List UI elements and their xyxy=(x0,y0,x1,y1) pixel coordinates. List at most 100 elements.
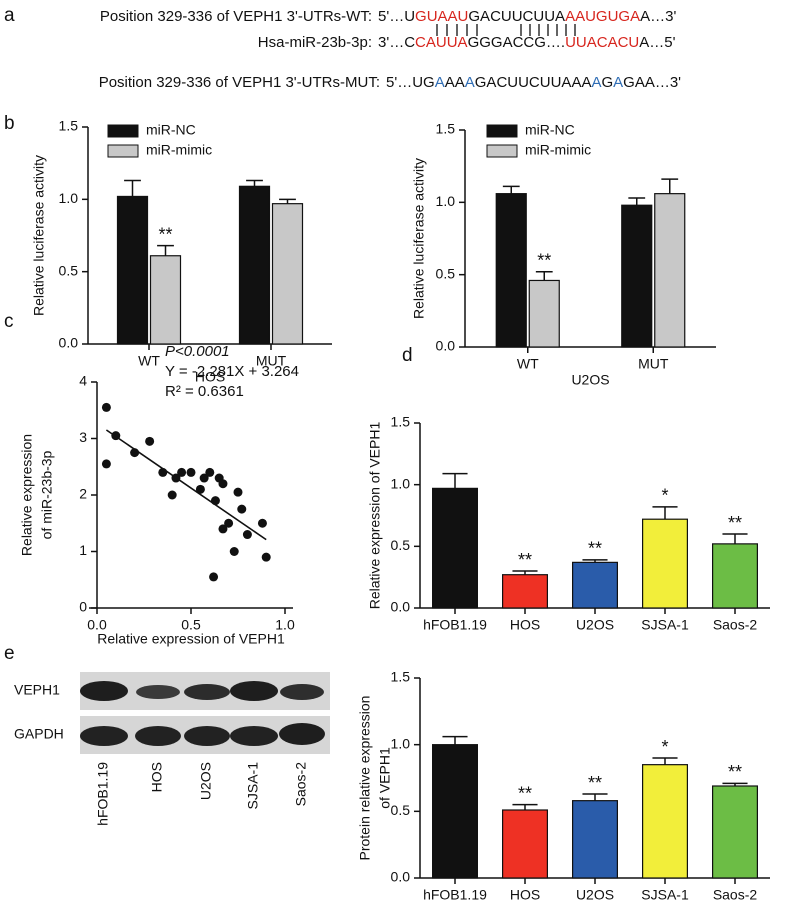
x-axis-label: Relative expression of VEPH1 xyxy=(97,631,285,647)
blot-row-label: GAPDH xyxy=(14,726,64,742)
panel-label: c xyxy=(4,311,14,332)
scatter-point xyxy=(130,448,140,458)
sequence-run: 3'…C xyxy=(378,34,415,51)
blot-lane-label: Saos-2 xyxy=(293,762,309,807)
y-tick-label: 0.5 xyxy=(59,262,79,278)
scatter-point xyxy=(101,459,111,469)
legend-swatch xyxy=(486,144,518,158)
sequence-run: CAUUA xyxy=(415,34,468,51)
scatter-point xyxy=(209,572,219,582)
legend-label: miR-mimic xyxy=(146,142,212,158)
bar xyxy=(116,195,149,345)
scatter-point xyxy=(218,524,228,534)
blot-lane-label: HOS xyxy=(149,762,165,792)
scatter-point xyxy=(218,479,228,489)
sequence-run: GGGACCG…. xyxy=(468,34,566,51)
scatter-point xyxy=(195,484,205,494)
scatter-point xyxy=(177,467,187,477)
bar xyxy=(711,543,758,609)
y-tick-label: 4 xyxy=(79,373,87,389)
scatter-point xyxy=(186,467,196,477)
y-tick-label: 1.5 xyxy=(59,118,79,134)
y-axis-label: Relative luciferase activity xyxy=(31,155,47,316)
y-tick-label: 0.5 xyxy=(436,265,456,281)
legend-label: miR-mimic xyxy=(525,142,591,158)
sequence-run: AA xyxy=(445,74,465,91)
significance-label: ** xyxy=(588,539,602,559)
bar xyxy=(571,561,618,609)
y-tick-label: 0.5 xyxy=(391,537,411,553)
y-axis-label: Protein relative expression xyxy=(357,696,373,861)
blot-lane-label: hFOB1.19 xyxy=(95,762,111,826)
bar xyxy=(149,255,182,345)
bar xyxy=(711,785,758,879)
legend-label: miR-NC xyxy=(146,122,196,138)
x-tick-label: WT xyxy=(517,356,539,372)
x-tick-label: 0.0 xyxy=(87,617,107,633)
sequence-run: A…3' xyxy=(640,8,676,25)
significance-label: ** xyxy=(588,773,602,793)
y-tick-label: 1.0 xyxy=(59,190,79,206)
significance-label: ** xyxy=(728,513,742,533)
significance-label: ** xyxy=(518,783,532,803)
y-tick-label: 0.0 xyxy=(436,338,456,354)
scatter-point xyxy=(145,436,155,446)
sequence-run: G xyxy=(601,74,613,91)
x-tick-label: Saos-2 xyxy=(713,887,758,903)
sequence-run: A xyxy=(591,74,601,91)
x-tick-label: hFOB1.19 xyxy=(423,617,487,633)
western-blot xyxy=(80,672,330,754)
sequence-run: A xyxy=(435,74,445,91)
y-tick-label: 0.0 xyxy=(59,335,79,351)
x-tick-label: 0.5 xyxy=(181,617,201,633)
y-tick-label: 0.5 xyxy=(391,802,411,818)
bar xyxy=(502,809,549,879)
y-tick-label: 1.0 xyxy=(436,193,456,209)
significance-label: * xyxy=(661,486,668,506)
scatter-point xyxy=(205,467,215,477)
significance-label: * xyxy=(661,737,668,757)
y-axis-label: of miR-23b-3p xyxy=(39,450,55,539)
sequence-run: 5'…UG xyxy=(386,74,435,91)
x-tick-label: Saos-2 xyxy=(713,617,758,633)
annotation: R² = 0.6361 xyxy=(165,383,244,400)
y-tick-label: 3 xyxy=(79,429,87,445)
y-tick-label: 1 xyxy=(79,542,87,558)
x-tick-label: hFOB1.19 xyxy=(423,887,487,903)
bar xyxy=(571,800,618,879)
bar xyxy=(271,203,304,345)
bar xyxy=(528,279,560,348)
x-tick-label: MUT xyxy=(638,356,669,372)
y-axis-label: of VEPH1 xyxy=(377,747,393,809)
scatter-point xyxy=(237,504,247,514)
bar xyxy=(238,185,271,345)
bar xyxy=(432,487,479,609)
sequence-run: A xyxy=(613,74,623,91)
sequence-label: Hsa-miR-23b-3p: xyxy=(258,34,372,51)
x-tick-label: U2OS xyxy=(576,887,614,903)
x-tick-label: HOS xyxy=(510,617,540,633)
annotation: P<0.0001 xyxy=(165,343,230,360)
panel-label: d xyxy=(402,345,413,366)
scatter-point xyxy=(233,487,243,497)
sequence-label: Position 329-336 of VEPH1 3'-UTRs-MUT: xyxy=(99,74,380,91)
significance-label: ** xyxy=(158,224,172,244)
bar xyxy=(432,744,479,879)
scatter-point xyxy=(158,467,168,477)
scatter-point xyxy=(224,518,234,528)
bar xyxy=(654,193,686,348)
significance-label: ** xyxy=(537,251,551,271)
sequence-run: UUACACU xyxy=(565,34,639,51)
y-tick-label: 1.0 xyxy=(391,475,411,491)
scatter-point xyxy=(229,547,239,556)
annotation: Y = -2.281X + 3.264 xyxy=(165,363,299,380)
panel-label: e xyxy=(4,643,15,664)
blot-lane-label: SJSA-1 xyxy=(245,762,261,810)
scatter-point xyxy=(261,552,271,562)
x-tick-label: U2OS xyxy=(576,617,614,633)
sequence-label: Position 329-336 of VEPH1 3'-UTRs-WT: xyxy=(100,8,372,25)
legend-swatch xyxy=(107,124,139,138)
sequence: 3'…CCAUUAGGGACCG….UUACACUA…5' xyxy=(378,34,676,51)
significance-label: ** xyxy=(518,550,532,570)
scatter-point xyxy=(199,473,209,483)
